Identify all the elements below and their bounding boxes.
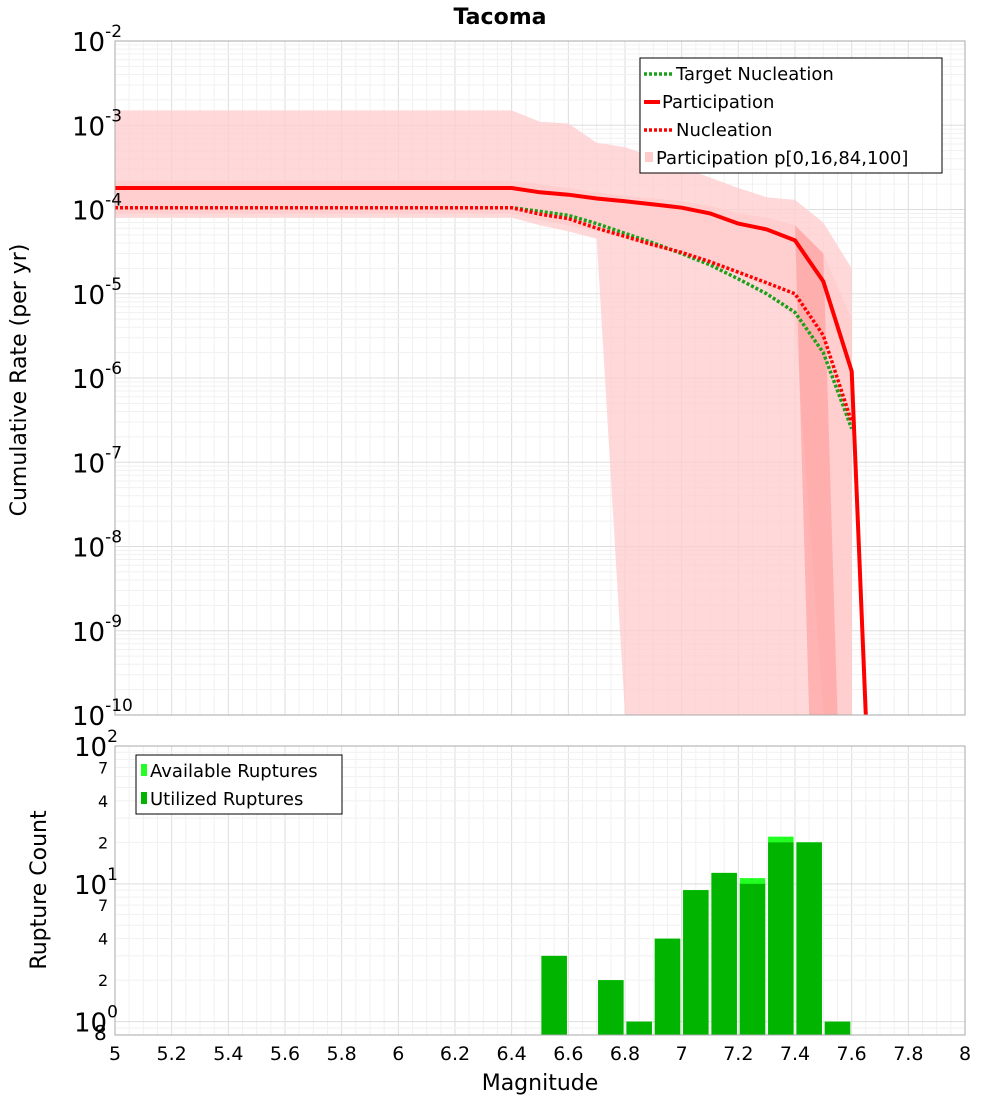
rupture-x-tick-label: 7.4	[780, 1043, 810, 1065]
utilized-rupture-bar	[626, 1021, 652, 1035]
rupture-y-bottom-tick-label: 8	[94, 1021, 107, 1045]
legend-swatch-utilized-ruptures	[141, 792, 147, 804]
chart-title: Tacoma	[454, 5, 547, 30]
utilized-rupture-bar	[824, 1021, 851, 1035]
legend-label-participation-band: Participation p[0,16,84,100]	[656, 148, 908, 169]
rupture-x-tick-label: 6.4	[497, 1043, 527, 1065]
rupture-plot-bars	[541, 836, 851, 1035]
rupture-x-tick-label: 6	[392, 1043, 404, 1065]
legend-swatch-participation-band	[645, 152, 653, 162]
rupture-x-tick-label: 5	[109, 1043, 121, 1065]
rate-plot-frame	[114, 40, 966, 716]
rupture-plot-y-ticks: 100 101 102 2 4 7 2 4 7 8	[74, 727, 118, 1045]
rupture-plot-x-axis-label: Magnitude	[482, 1071, 599, 1096]
rate-plot-y-axis-label: Cumulative Rate (per yr)	[7, 244, 32, 517]
rupture-y-minor-tick-label: 2	[98, 971, 108, 990]
participation-band-outer	[115, 110, 852, 716]
legend-label-target-nucleation: Target Nucleation	[675, 64, 834, 85]
rate-plot-legend: Target Nucleation Participation Nucleati…	[639, 57, 943, 174]
rupture-y-major-tick-label: 102	[74, 727, 118, 763]
rupture-y-major-tick-label: 101	[74, 865, 118, 901]
utilized-rupture-bar	[768, 842, 794, 1035]
rupture-plot-legend: Available Ruptures Utilized Ruptures	[135, 754, 343, 815]
utilized-rupture-bar	[711, 872, 737, 1035]
rate-y-tick-label: 10-2	[72, 22, 122, 58]
rate-y-tick-label: 10-3	[72, 106, 122, 142]
rate-y-tick-label: 10-5	[72, 275, 122, 311]
rate-plot-y-ticks: 10-10 10-9 10-8 10-7 10-6 10-5 10-4 10-3 10-2	[72, 22, 133, 732]
utilized-rupture-bar	[541, 955, 567, 1035]
rate-y-tick-label: 10-6	[72, 359, 122, 395]
participation-line	[115, 186, 868, 716]
rupture-plot-x-ticks: 5 5.2 5.4 5.6 5.8 6 6.2 6.4 6.6 6.8 7 7.2 7.4 7.6 7.8 8	[109, 1043, 971, 1065]
rate-plot-lines	[115, 186, 868, 716]
rupture-x-tick-label: 8	[959, 1043, 971, 1065]
rate-y-tick-label: 10-7	[72, 443, 122, 479]
legend-label-available-ruptures: Available Ruptures	[150, 761, 318, 782]
utilized-rupture-bar	[598, 980, 624, 1035]
utilized-rupture-bar	[654, 938, 681, 1035]
utilized-rupture-bar	[796, 842, 822, 1035]
rupture-x-tick-label: 7.2	[723, 1043, 753, 1065]
rupture-y-minor-tick-label: 7	[98, 896, 108, 915]
rupture-plot-y-axis-label: Rupture Count	[27, 810, 52, 970]
rupture-x-tick-label: 7.8	[893, 1043, 923, 1065]
rate-plot: 10-10 10-9 10-8 10-7 10-6 10-5 10-4 10-3 10-2 Cu…	[7, 22, 966, 732]
rupture-y-minor-tick-label: 4	[98, 792, 108, 811]
rate-y-tick-label: 10-9	[72, 612, 122, 648]
rate-y-tick-label: 10-8	[72, 528, 122, 564]
legend-swatch-available-ruptures	[141, 764, 147, 776]
rupture-x-tick-label: 7	[676, 1043, 688, 1065]
rupture-x-tick-label: 7.6	[837, 1043, 867, 1065]
rupture-x-tick-label: 5.6	[270, 1043, 300, 1065]
rupture-x-tick-label: 5.4	[213, 1043, 243, 1065]
rupture-count-plot: 100 101 102 2 4 7 2 4 7 8 5 5.2 5.4 5.6 5.8 6 6.2 6.4 6.6…	[27, 727, 971, 1096]
rupture-y-minor-tick-label: 4	[98, 930, 108, 949]
rupture-y-major-tick-label: 100	[74, 1003, 118, 1039]
rupture-y-minor-tick-label: 2	[98, 833, 108, 852]
rate-y-tick-label: 10-4	[72, 191, 122, 227]
utilized-rupture-bar	[683, 890, 709, 1035]
rupture-legend-box	[135, 754, 343, 815]
rupture-x-tick-label: 5.8	[327, 1043, 357, 1065]
rupture-x-tick-label: 5.2	[157, 1043, 187, 1065]
participation-band-core	[795, 225, 838, 715]
rupture-x-tick-label: 6.2	[440, 1043, 470, 1065]
legend-label-participation: Participation	[662, 92, 774, 113]
rupture-y-minor-tick-label: 7	[98, 758, 108, 777]
legend-label-nucleation: Nucleation	[676, 120, 772, 141]
nucleation-line	[115, 205, 854, 423]
utilized-rupture-bar	[739, 883, 766, 1035]
rupture-x-tick-label: 6.6	[553, 1043, 583, 1065]
rupture-x-tick-label: 6.8	[610, 1043, 640, 1065]
rupture-plot-frame	[114, 745, 966, 1036]
rate-legend-box	[639, 57, 943, 174]
rate-y-tick-label: 10-10	[72, 696, 133, 732]
legend-label-utilized-ruptures: Utilized Ruptures	[150, 789, 303, 810]
